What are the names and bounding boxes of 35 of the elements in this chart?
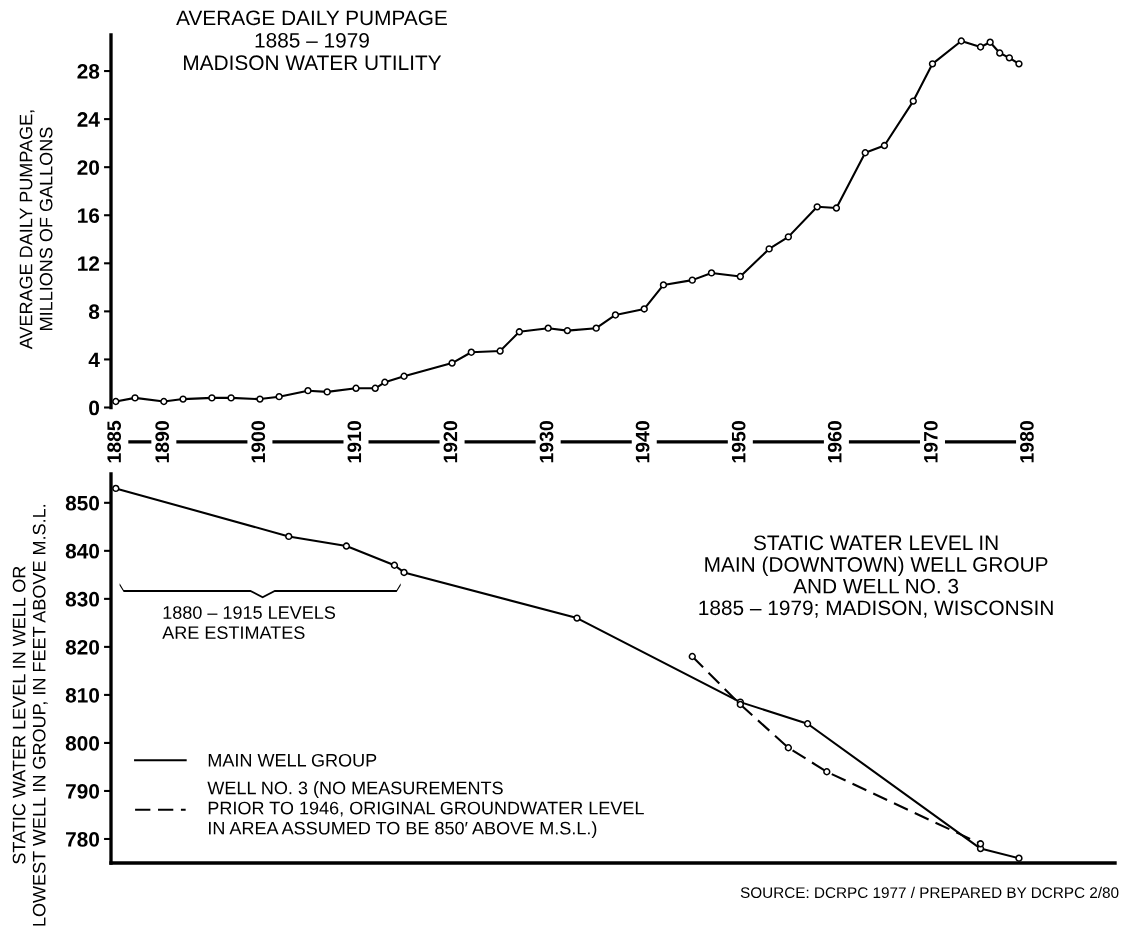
- y-tick-label: 840: [65, 543, 100, 559]
- y-tick-label: 800: [65, 735, 100, 751]
- text: STATIC WATER LEVEL IN MAIN (DOWNTOWN) WELL GROUP AND WELL NO. 3 1885 – 1979; MADISON, WISCONSIN: [699, 535, 1053, 618]
- x-tick-label: 1980: [1020, 421, 1034, 463]
- y-tick-label: 0: [89, 400, 100, 416]
- x-tick-label: 1900: [251, 421, 266, 463]
- y-tick-label: 830: [65, 591, 100, 607]
- y-tick-label: 4: [88, 352, 100, 367]
- y-tick-label: 8: [88, 304, 100, 320]
- x-tick-label: 1940: [635, 421, 650, 463]
- x-tick-label: 1930: [539, 421, 554, 463]
- y-axis-title: STATIC WATER LEVEL IN WELL OR LOWEST WELL IN GROUP, IN FEET ABOVE M.S.L.: [12, 504, 48, 926]
- y-tick-label: 12: [78, 256, 100, 271]
- y-axis-title: AVERAGE DAILY PUMPAGE, MILLIONS OF GALLONS: [19, 110, 53, 350]
- x-tick-label: 1910: [347, 421, 362, 463]
- y-tick-label: 810: [65, 687, 100, 703]
- chart-title: AVERAGE DAILY PUMPAGE 1885 – 1979 MADISON WATER UTILITY: [176, 10, 447, 71]
- y-tick-label: 790: [66, 783, 100, 799]
- y-tick-label: 820: [65, 639, 100, 655]
- x-tick-label: 1950: [731, 421, 746, 463]
- annotation: 1880 – 1915 LEVELS ARE ESTIMATES: [162, 606, 336, 640]
- y-tick-label: 24: [77, 112, 100, 127]
- y-tick-label: 850: [65, 495, 100, 511]
- x-tick-label: 1920: [443, 421, 458, 463]
- x-tick-label: 1890: [155, 421, 170, 463]
- x-tick-label: 1960: [827, 421, 842, 463]
- y-tick-label: 16: [78, 208, 100, 223]
- x-tick-label: 1970: [923, 421, 938, 463]
- legend-label: MAIN WELL GROUP: [208, 753, 377, 767]
- legend-label: WELL NO. 3 (NO MEASUREMENTS PRIOR TO 1946, ORIGINAL GROUNDWATER LEVEL IN AREA ASSUMED TO BE 850′ ABOVE M.S.L.): [207, 781, 644, 839]
- source-note: SOURCE: DCRPC 1977 / PREPARED BY DCRPC 2/80: [740, 886, 1119, 899]
- y-tick-label: 20: [77, 160, 100, 175]
- y-tick-label: 28: [77, 64, 100, 79]
- y-tick-label: 780: [66, 831, 100, 847]
- x-tick-label: 1885: [107, 420, 122, 463]
